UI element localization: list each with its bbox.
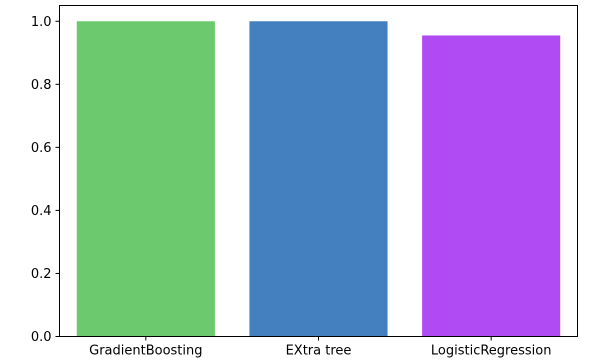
x-tick-label: EXtra tree [286, 344, 352, 359]
x-tick-label: GradientBoosting [89, 344, 202, 359]
y-tick-label: 0.6 [31, 141, 52, 156]
x-ticks-group: GradientBoosting EXtra tree LogisticRegres… [89, 336, 552, 359]
y-ticks-group: 0.0 0.2 0.4 0.6 0.8 1.0 [31, 15, 60, 345]
x-tick-label: LogisticRegression [431, 344, 552, 359]
y-tick-label: 1.0 [31, 15, 52, 30]
bar-0 [76, 21, 215, 337]
axes-frame [59, 5, 578, 337]
bars-group [76, 21, 561, 337]
y-tick-label: 0.2 [31, 267, 52, 282]
bar-1 [249, 21, 388, 337]
y-tick-label: 0.8 [31, 78, 52, 93]
y-tick-label: 0.0 [31, 330, 52, 345]
y-tick-label: 0.4 [31, 204, 52, 219]
bar-2 [422, 35, 561, 337]
